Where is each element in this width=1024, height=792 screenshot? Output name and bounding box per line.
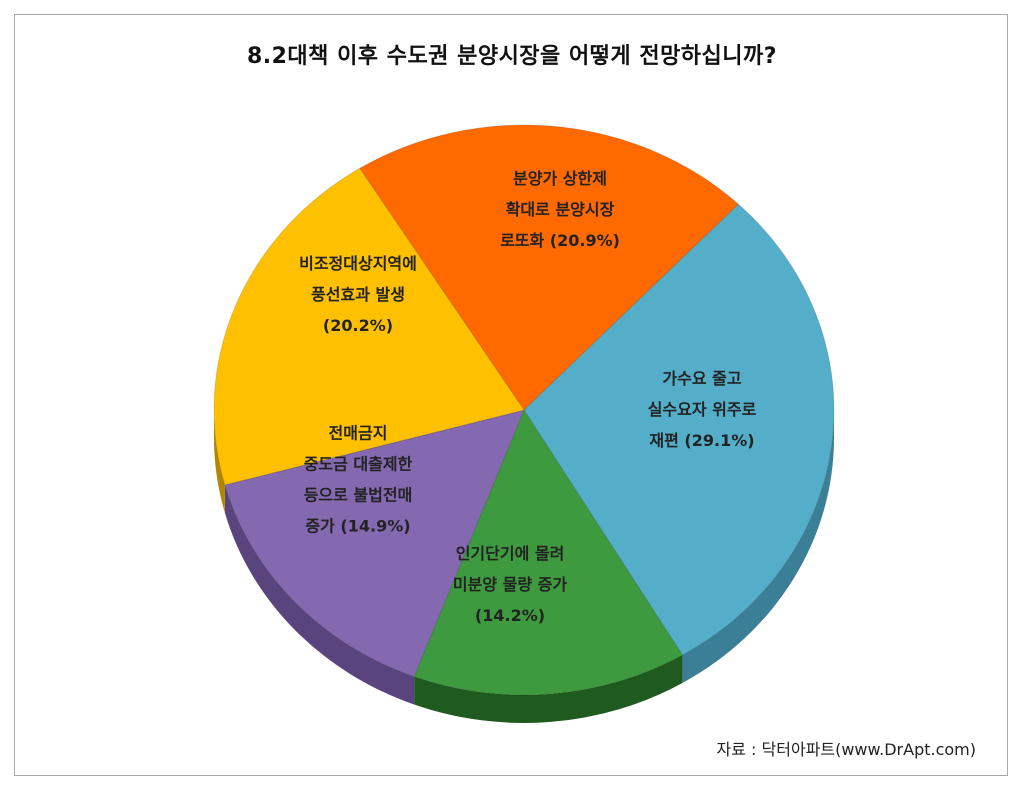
source-note: 자료 : 닥터아파트(www.DrApt.com) bbox=[716, 740, 977, 759]
pie-slice-2 bbox=[413, 408, 684, 696]
slice-label-line: 인기단기에 몰려 bbox=[456, 544, 565, 563]
slice-label-line: 증가 (14.9%) bbox=[305, 517, 410, 536]
slice-label-line: 전매금지 bbox=[329, 424, 388, 443]
slice-label-line: (14.2%) bbox=[475, 606, 545, 625]
slice-label-line: 등으로 불법전매 bbox=[304, 486, 413, 505]
pie-slice-side-2 bbox=[414, 654, 683, 723]
slice-label-line: 풍선효과 발생 bbox=[311, 285, 405, 304]
pie-slice-0 bbox=[359, 124, 740, 411]
pie-slice-side-3 bbox=[224, 484, 415, 705]
slice-label-line: (20.2%) bbox=[323, 316, 393, 335]
slice-label-line: 로또화 (20.9%) bbox=[500, 231, 620, 250]
pie-slice-side-4 bbox=[214, 410, 225, 513]
slice-label-line: 재편 (29.1%) bbox=[649, 431, 754, 450]
pie-slice-1 bbox=[523, 203, 835, 656]
slice-label-line: 분양가 상한제 bbox=[513, 169, 607, 188]
pie-slice-4 bbox=[213, 167, 525, 486]
chart-title: 8.2대책 이후 수도권 분양시장을 어떻게 전망하십니까? bbox=[246, 44, 778, 69]
slice-label-line: 가수요 줄고 bbox=[662, 369, 741, 388]
slice-label-line: 중도금 대출제한 bbox=[304, 455, 413, 474]
slice-label-line: 미분양 물량 증가 bbox=[453, 575, 567, 594]
slice-label-line: 확대로 분양시장 bbox=[506, 200, 615, 219]
pie-slice-3 bbox=[224, 409, 525, 678]
slice-label-line: 실수요자 위주로 bbox=[648, 400, 757, 419]
pie-slice-side-1 bbox=[682, 410, 834, 683]
slice-label-line: 비조정대상지역에 bbox=[299, 254, 417, 273]
